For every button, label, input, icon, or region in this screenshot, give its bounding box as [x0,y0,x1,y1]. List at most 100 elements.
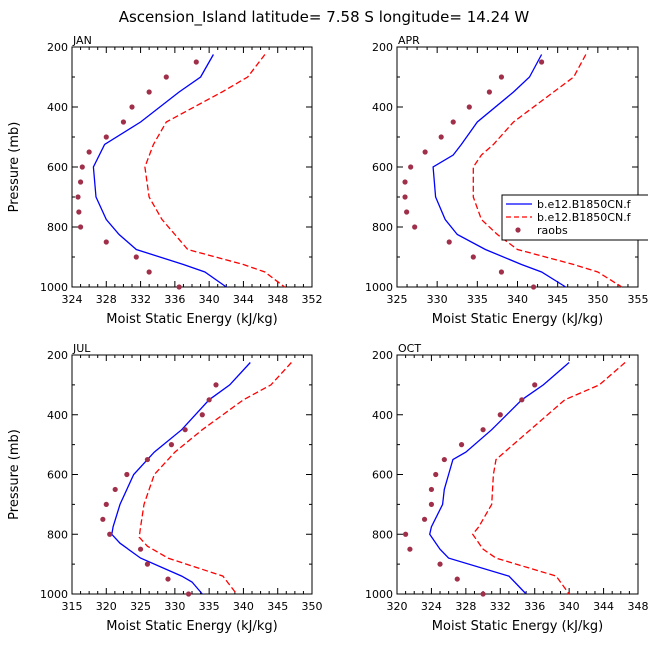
plot-frame [71,354,313,595]
raobs-point [422,149,428,155]
panel-title: OCT [398,342,421,355]
x-tick-label: 332 [130,293,151,306]
x-tick-label: 325 [387,293,408,306]
raobs-point [450,119,456,125]
raobs-point [428,501,435,507]
series-line-dashed [138,362,292,595]
panel-title: JUL [72,342,91,355]
x-tick-label: 325 [130,600,151,613]
x-axis-label: Moist Static Energy (kJ/kg) [106,619,277,634]
x-tick-label: 355 [628,293,648,306]
y-tick-label: 200 [372,349,393,362]
y-tick-label: 600 [47,469,68,482]
x-tick-label: 348 [267,293,288,306]
x-tick-label: 344 [593,600,614,613]
raobs-point [437,561,443,567]
series-line-dashed [471,362,626,595]
raobs-point [146,269,152,275]
raobs-point [470,254,476,260]
y-tick-label: 1000 [40,588,68,601]
raobs-point [133,254,139,260]
x-tick-label: 330 [164,600,185,613]
legend-label: b.e12.B1850CN.f [537,198,632,211]
raobs-point [497,412,503,418]
raobs-point [404,209,410,215]
y-tick-label: 800 [372,528,393,541]
raobs-point [458,442,465,448]
raobs-point [446,239,452,245]
raobs-point [75,194,81,200]
x-tick-label: 336 [524,600,545,613]
x-tick-label: 336 [164,293,185,306]
x-axis-label: Moist Static Energy (kJ/kg) [432,312,603,327]
x-tick-label: 335 [199,600,220,613]
series-line-solid [92,54,227,288]
raobs-point [103,239,109,245]
x-tick-label: 340 [233,600,254,613]
legend-marker [515,227,521,233]
raobs-point [433,471,439,478]
x-tick-label: 320 [96,600,117,613]
y-tick-label: 600 [47,161,68,174]
raobs-point [199,412,205,418]
raobs-point [76,209,82,215]
raobs-point [86,149,92,155]
panel-oct: 320 324 328 332 336 340 344 348 200 400 600 800 1000… [365,342,648,634]
series-line-dashed [472,54,623,288]
series-line-dashed [144,54,285,288]
x-tick-label: 330 [427,293,448,306]
raobs-point [137,546,144,552]
y-tick-label: 800 [47,221,68,234]
raobs-point [530,284,537,290]
raobs-point [168,442,175,448]
raobs-point [407,546,413,552]
x-tick-label: 350 [302,600,323,613]
y-axis-label: Pressure (mb) [7,122,22,213]
raobs-point [421,516,428,522]
series-line-solid [111,362,251,595]
raobs-point [100,516,106,522]
x-tick-label: 324 [421,600,442,613]
raobs-point [454,576,460,582]
raobs-point [103,134,109,140]
raobs-point [182,427,188,433]
y-tick-label: 600 [372,469,393,482]
raobs-point [129,104,135,110]
raobs-point [206,397,212,403]
y-tick-label: 400 [372,409,393,422]
raobs-point [120,119,127,125]
y-tick-label: 1000 [365,281,393,294]
raobs-point [79,164,85,170]
y-tick-label: 1000 [365,588,393,601]
x-tick-label: 328 [455,600,476,613]
series-line-solid [432,54,567,288]
y-tick-label: 200 [372,41,393,54]
raobs-point [480,591,486,597]
raobs-point [486,89,492,95]
raobs-point [402,179,408,185]
x-tick-label: 344 [233,293,254,306]
x-tick-label: 340 [199,293,220,306]
raobs-point [428,486,435,493]
x-axis-label: Moist Static Energy (kJ/kg) [106,312,277,327]
y-tick-label: 400 [372,101,393,114]
x-tick-label: 324 [62,293,83,306]
x-tick-label: 315 [62,600,83,613]
raobs-point [438,134,444,140]
x-tick-label: 350 [587,293,608,306]
legend-label: b.e12.B1850CN.f [537,211,632,224]
panel-apr: 325 330 335 340 345 350 355 200 400 600 800 1000 APR… [365,34,648,327]
raobs-point [185,591,192,597]
x-tick-label: 332 [490,600,511,613]
raobs-point [77,224,84,230]
y-axis-label: Pressure (mb) [7,429,22,520]
raobs-point [193,59,199,65]
y-tick-label: 800 [372,221,393,234]
x-tick-label: 340 [507,293,528,306]
raobs-point [498,74,505,80]
raobs-point [480,427,486,433]
x-tick-label: 328 [96,293,117,306]
raobs-point [77,179,84,185]
x-tick-label: 352 [302,293,323,306]
